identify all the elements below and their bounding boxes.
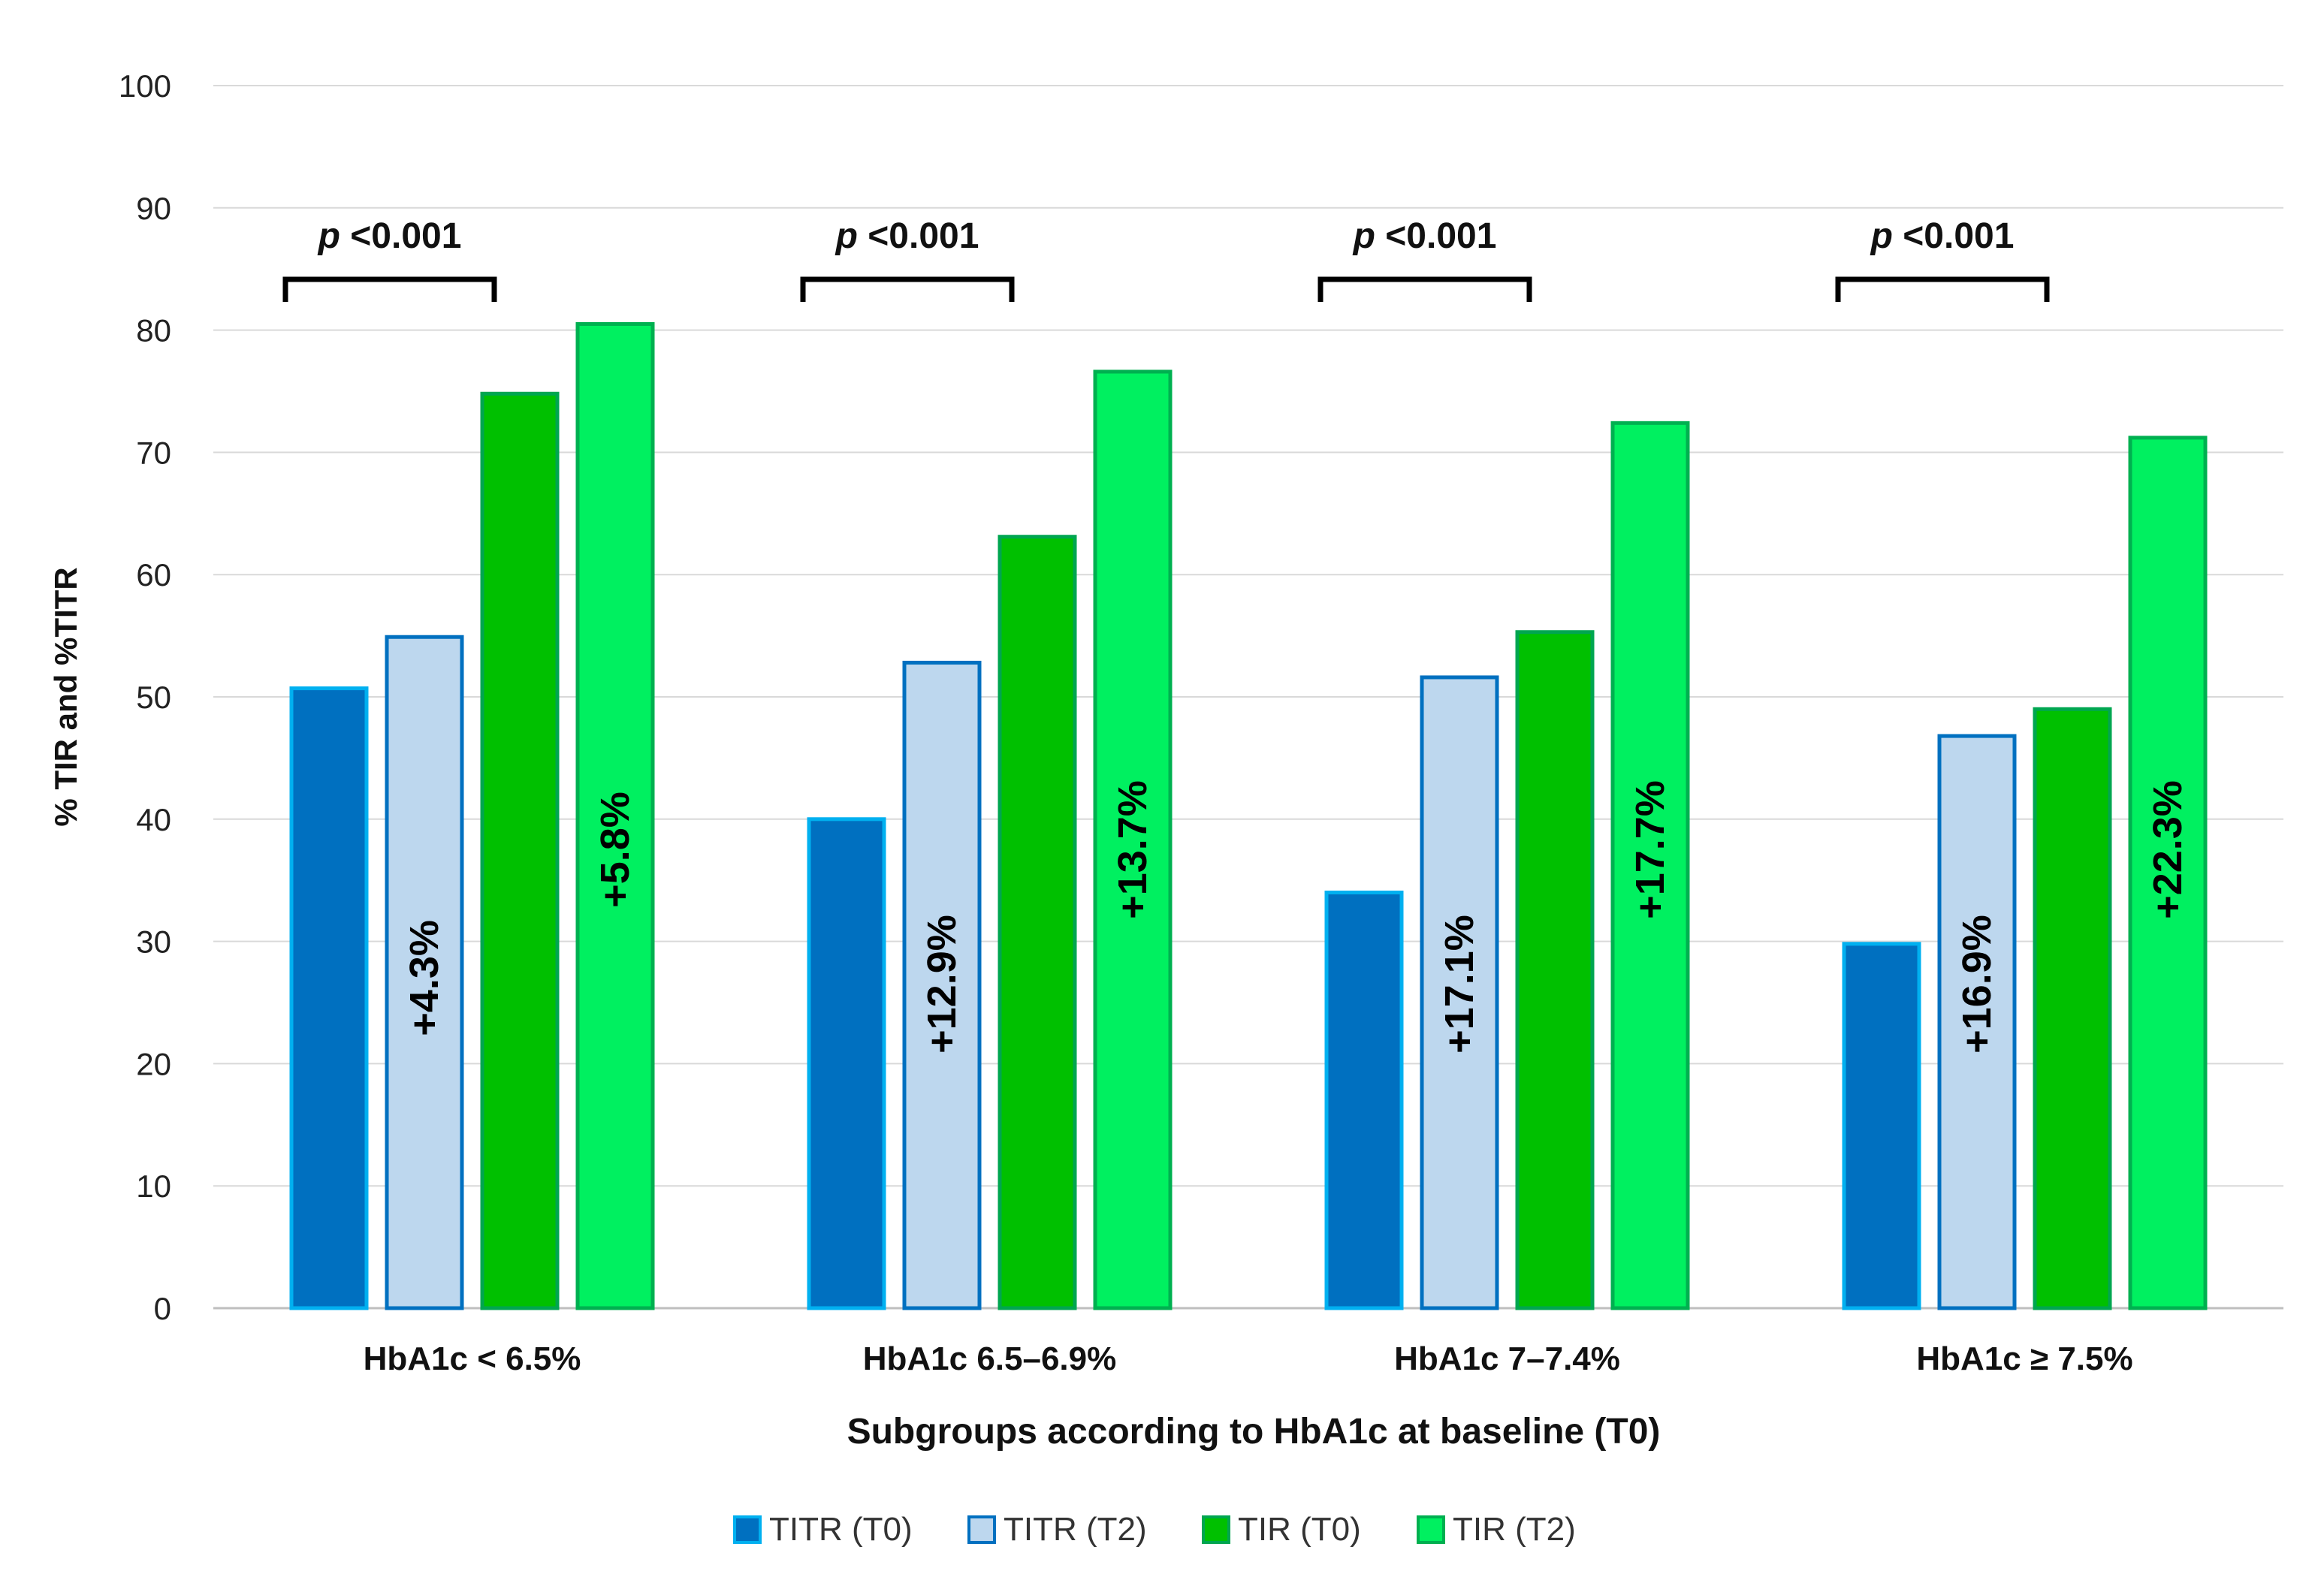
bar [1842,942,1921,1310]
legend-label: TITR (T2) [1004,1511,1147,1548]
significance-bracket [1835,276,2050,302]
y-axis-ticks: 0 10 20 30 40 50 60 70 80 90 100 [119,68,171,1326]
tir-change-label: +13.7% [1110,780,1155,919]
y-tick-label: 40 [136,802,171,837]
x-tick-label: HbA1c 7–7.4% [1394,1340,1620,1377]
x-tick-label: HbA1c 6.5–6.9% [863,1340,1117,1377]
annotations: p <0.001 +4.3% +5.8% p <0.001 +12.9% +13.7% p … [282,216,2190,1054]
x-axis-label: Subgroups according to HbA1c at baseline… [847,1412,1661,1452]
titr-change-label: +17.1% [1437,915,1482,1054]
bar [902,660,982,1310]
legend-swatch [1202,1515,1230,1544]
bar [2033,707,2112,1310]
y-axis-label: % TIR and %TITR [48,567,83,826]
x-axis-ticks: HbA1c < 6.5% HbA1c 6.5–6.9% HbA1c 7–7.4% Hb… [364,1340,2133,1377]
titr-change-label: +12.9% [919,915,964,1054]
bar [480,391,560,1310]
bar [385,635,464,1310]
bar [1420,675,1499,1310]
tir-change-label: +22.3% [2145,780,2190,919]
x-tick-label: HbA1c < 6.5% [364,1340,581,1377]
y-tick-label: 30 [136,924,171,960]
titr-change-label: +4.3% [402,920,447,1036]
bars [289,321,2208,1310]
legend-label: TIR (T0) [1238,1511,1361,1548]
bar [1324,890,1404,1310]
legend-swatch [1417,1515,1445,1544]
p-value-label: p <0.001 [317,216,462,256]
p-value-label: p <0.001 [1352,216,1497,256]
significance-bracket [800,276,1015,302]
titr-change-label: +16.9% [1954,915,2000,1054]
significance-bracket [1317,276,1532,302]
p-value-label: p <0.001 [835,216,979,256]
legend: TITR (T0) TITR (T2) TIR (T0) TIR (T2) [733,1511,1576,1548]
p-value-label: p <0.001 [1870,216,2015,256]
y-tick-label: 70 [136,435,171,470]
bar [289,686,369,1310]
y-tick-label: 50 [136,680,171,715]
significance-bracket [282,276,497,302]
legend-label: TITR (T0) [769,1511,913,1548]
bar [1515,630,1595,1310]
y-tick-label: 80 [136,313,171,348]
bar [1610,421,1690,1310]
y-tick-label: 60 [136,557,171,592]
y-tick-label: 100 [119,68,171,104]
legend-label: TIR (T2) [1453,1511,1576,1548]
tir-change-label: +17.7% [1628,780,1673,919]
bar [1937,734,2017,1310]
y-tick-label: 10 [136,1168,171,1204]
bar [807,817,886,1310]
legend-swatch [967,1515,996,1544]
bar [575,321,655,1310]
y-tick-label: 20 [136,1046,171,1081]
x-tick-label: HbA1c ≥ 7.5% [1916,1340,2132,1377]
y-tick-label: 90 [136,191,171,226]
bar [998,535,1077,1310]
bar [1093,369,1173,1310]
legend-swatch [733,1515,762,1544]
tir-change-label: +5.8% [593,792,638,908]
y-tick-label: 0 [154,1291,171,1326]
bar [2128,436,2208,1310]
